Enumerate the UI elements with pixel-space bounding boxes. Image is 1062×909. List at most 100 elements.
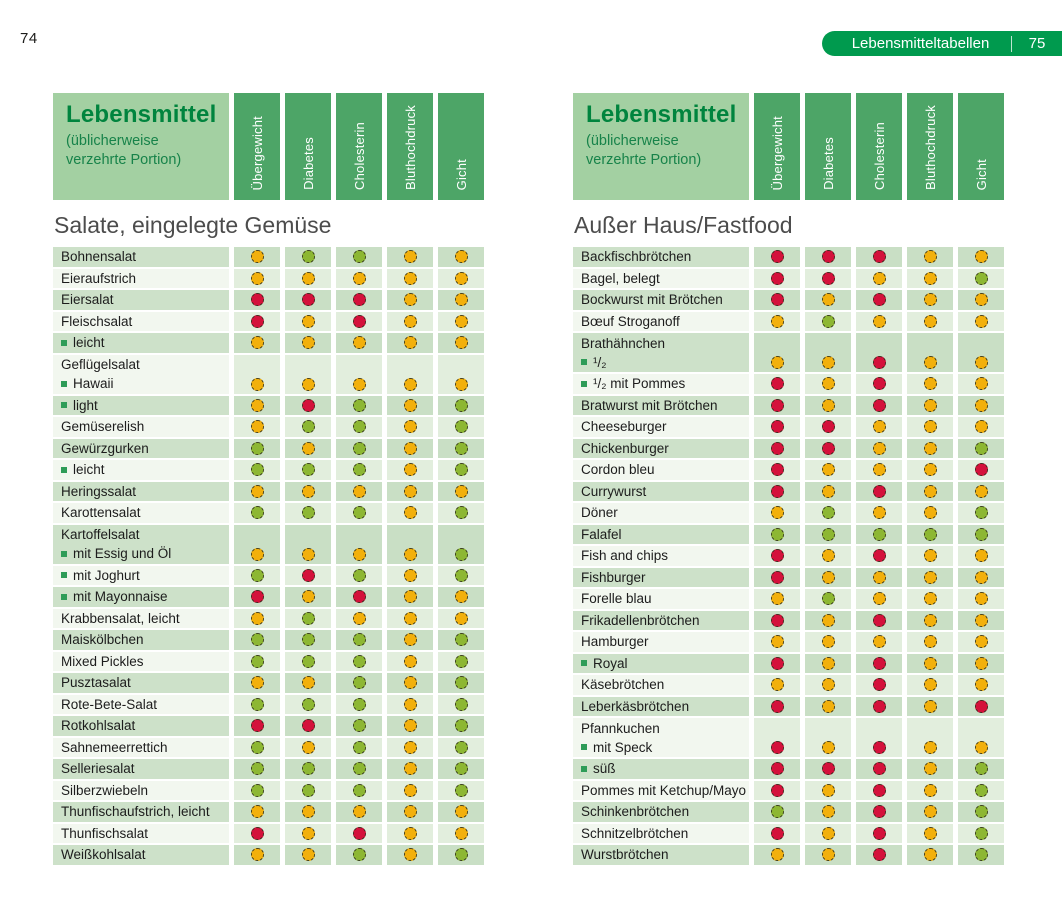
rating-cell bbox=[438, 845, 484, 865]
rating-dot-green bbox=[301, 654, 315, 668]
food-name-line: leicht bbox=[61, 333, 229, 352]
food-name-line: Gewürzgurken bbox=[61, 439, 229, 458]
rating-dot-red bbox=[872, 699, 886, 713]
rating-cell bbox=[958, 524, 1004, 544]
rating-cell bbox=[387, 630, 433, 650]
rating-cell bbox=[336, 694, 382, 714]
table-row: Silberzwiebeln bbox=[53, 780, 484, 800]
food-name-label: Leberkäsbrötchen bbox=[581, 698, 690, 714]
table-row: Mixed Pickles bbox=[53, 651, 484, 671]
rating-dot-red bbox=[250, 314, 264, 328]
rating-dot-green bbox=[352, 463, 366, 477]
rating-dot-yellow bbox=[872, 420, 886, 434]
table-row: Bagel, belegt bbox=[573, 268, 1004, 288]
rating-dot-red bbox=[770, 484, 784, 498]
rating-dot-green bbox=[454, 398, 468, 412]
table-row: Rote-Bete-Salat bbox=[53, 694, 484, 714]
rating-cell bbox=[336, 651, 382, 671]
rating-cell bbox=[958, 780, 1004, 800]
rating-dot-green bbox=[454, 719, 468, 733]
rating-cell bbox=[387, 524, 433, 564]
food-name-cell: ¹/₂ mit Pommes bbox=[573, 374, 749, 394]
square-bullet-icon bbox=[581, 765, 587, 772]
rating-cell bbox=[754, 438, 800, 458]
food-name-cell: Karottensalat bbox=[53, 503, 229, 523]
rating-dot-green bbox=[454, 633, 468, 647]
food-table-right: Lebensmittel (üblicherweise verzehrte Po… bbox=[573, 93, 1004, 867]
column-header-label: Gicht bbox=[973, 158, 989, 190]
rating-cell bbox=[285, 651, 331, 671]
rating-dot-green bbox=[352, 250, 366, 264]
food-name-label: Pusztasalat bbox=[61, 675, 131, 691]
rating-dot-yellow bbox=[974, 314, 988, 328]
food-name-line: Pfannkuchen bbox=[581, 719, 749, 738]
rating-cell bbox=[907, 374, 953, 394]
square-bullet-icon bbox=[61, 572, 67, 579]
rating-cell bbox=[907, 759, 953, 779]
food-name-label: Selleriesalat bbox=[61, 761, 135, 777]
rating-dot-yellow bbox=[770, 635, 784, 649]
rating-cell bbox=[438, 673, 484, 693]
rating-cell bbox=[438, 737, 484, 757]
rating-cell bbox=[805, 675, 851, 695]
rating-dot-yellow bbox=[923, 783, 937, 797]
rating-dot-yellow bbox=[403, 762, 417, 776]
rating-dot-yellow bbox=[454, 314, 468, 328]
table-row: Cheeseburger bbox=[573, 417, 1004, 437]
rating-cell bbox=[805, 290, 851, 310]
rating-dot-yellow bbox=[352, 484, 366, 498]
table-row: Karottensalat bbox=[53, 503, 484, 523]
rating-cell bbox=[907, 395, 953, 415]
rating-dot-yellow bbox=[352, 547, 366, 561]
rating-dot-yellow bbox=[250, 336, 264, 350]
rating-dot-yellow bbox=[770, 848, 784, 862]
rating-dot-yellow bbox=[301, 271, 315, 285]
rating-cell bbox=[234, 354, 280, 394]
table-row: Hamburger bbox=[573, 632, 1004, 652]
rating-dot-green bbox=[454, 420, 468, 434]
food-name-line: Pommes mit Ketchup/Mayo bbox=[581, 781, 749, 800]
rating-cell bbox=[438, 608, 484, 628]
rating-cell bbox=[387, 651, 433, 671]
rating-dot-green bbox=[872, 527, 886, 541]
rating-cell bbox=[805, 417, 851, 437]
rating-dot-yellow bbox=[454, 293, 468, 307]
square-bullet-icon bbox=[61, 402, 67, 409]
rating-cell bbox=[805, 823, 851, 843]
rating-cell bbox=[805, 718, 851, 757]
rating-cell bbox=[438, 524, 484, 564]
rating-dot-red bbox=[770, 271, 784, 285]
table-row: Eieraufstrich bbox=[53, 268, 484, 288]
food-name-cell: Cordon bleu bbox=[573, 460, 749, 480]
rating-dot-yellow bbox=[352, 805, 366, 819]
rating-dot-yellow bbox=[403, 611, 417, 625]
food-name-cell: Leberkäsbrötchen bbox=[573, 696, 749, 716]
rating-dot-green bbox=[250, 633, 264, 647]
rating-cell bbox=[234, 247, 280, 267]
rating-cell bbox=[387, 247, 433, 267]
rating-cell bbox=[754, 460, 800, 480]
rating-cell bbox=[907, 268, 953, 288]
rating-cell bbox=[438, 780, 484, 800]
rating-dot-yellow bbox=[872, 635, 886, 649]
rating-cell bbox=[907, 823, 953, 843]
rating-dot-red bbox=[770, 420, 784, 434]
rating-cell bbox=[856, 780, 902, 800]
rating-dot-green bbox=[352, 783, 366, 797]
rating-cell bbox=[958, 845, 1004, 865]
rating-cell bbox=[907, 481, 953, 501]
rating-cell bbox=[958, 675, 1004, 695]
food-name-cell: Bockwurst mit Brötchen bbox=[573, 290, 749, 310]
rating-cell bbox=[856, 675, 902, 695]
rating-dot-yellow bbox=[301, 740, 315, 754]
rating-dot-yellow bbox=[974, 570, 988, 584]
food-name-cell: Pommes mit Ketchup/Mayo bbox=[573, 780, 749, 800]
table-row: Pommes mit Ketchup/Mayo bbox=[573, 780, 1004, 800]
rating-cell bbox=[907, 311, 953, 331]
rating-cell bbox=[438, 565, 484, 585]
rating-cell bbox=[856, 546, 902, 566]
column-header-label: Cholesterin bbox=[871, 122, 887, 190]
food-name-line: Eieraufstrich bbox=[61, 269, 229, 288]
rating-cell bbox=[856, 438, 902, 458]
rating-cell bbox=[285, 311, 331, 331]
